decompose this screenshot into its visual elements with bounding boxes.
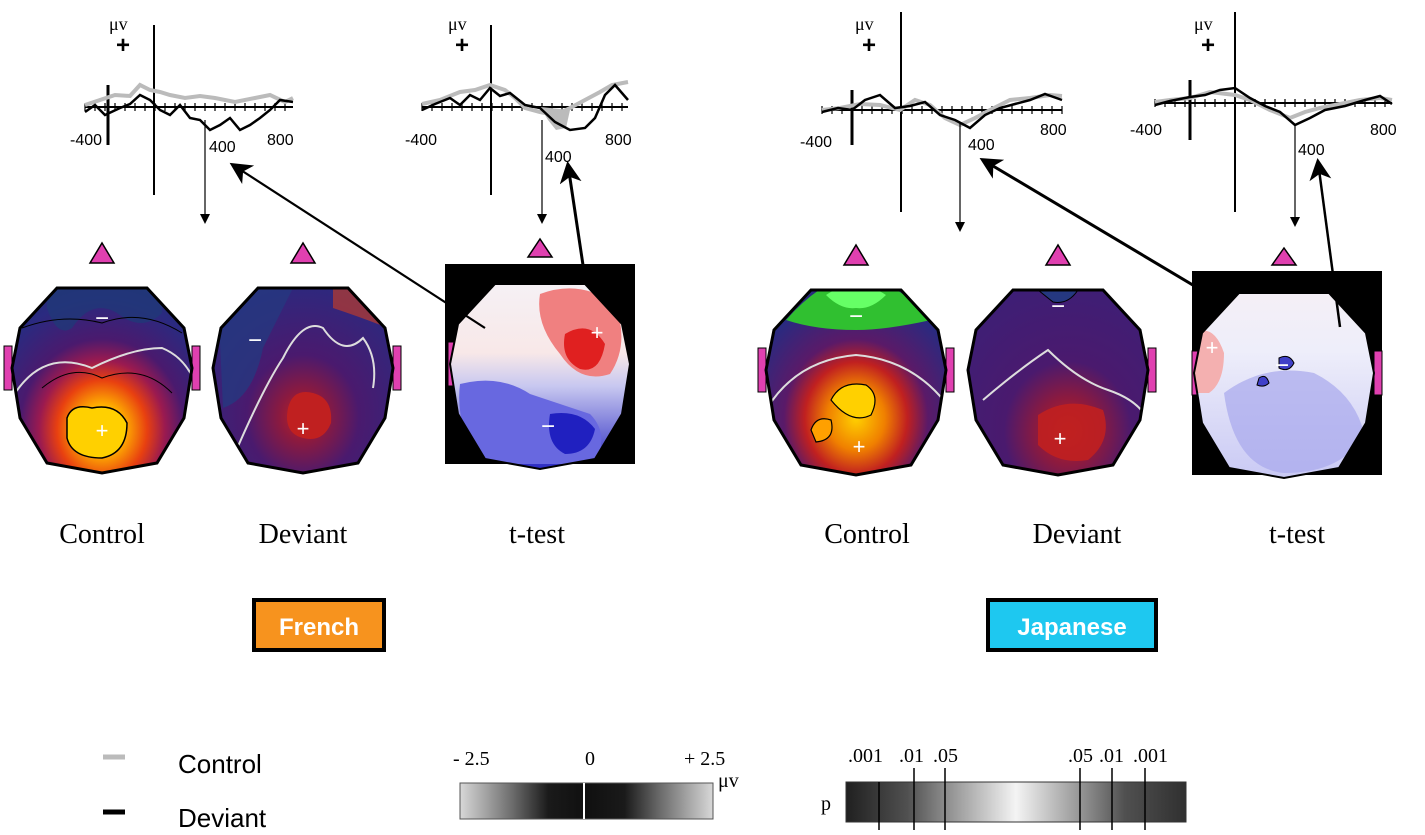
nose-marker: [526, 237, 554, 258]
minus-marker: −: [541, 413, 555, 440]
erp-unit: μv: [855, 14, 874, 34]
topo-map-japanese-ttest: + −: [1191, 246, 1383, 480]
map-label-french-control: Control: [59, 519, 145, 550]
minus-marker: −: [849, 303, 863, 330]
nose-marker: [842, 243, 870, 266]
nose-marker: [1270, 246, 1298, 266]
erp-plot-french-2: μv + -400 400 800: [405, 14, 632, 224]
minus-marker: −: [95, 305, 109, 332]
map-label-japanese-ttest: t-test: [1269, 519, 1325, 550]
tick-neg400: -400: [70, 132, 102, 149]
p-label: .001: [848, 745, 883, 767]
tick-neg400: -400: [800, 134, 832, 151]
plus-marker: +: [591, 320, 604, 345]
nose-marker: [289, 241, 317, 264]
voltage-zero-label: 0: [585, 748, 595, 770]
erp-unit: μv: [1194, 14, 1213, 34]
p-prefix: p: [821, 793, 831, 815]
erp-polarity: +: [862, 32, 876, 59]
p-label: .01: [1099, 745, 1124, 767]
deviant-trace: [1154, 86, 1393, 127]
p-value-scale: p .001 .01 .05 .05 .01 .001: [821, 745, 1187, 830]
erp-plot-japanese-2: μv + -400 400 800: [1130, 12, 1397, 227]
tick-neg400: -400: [1130, 122, 1162, 139]
voltage-scale: - 2.5 0 + 2.5 μv: [453, 748, 739, 820]
map-label-japanese-control: Control: [824, 519, 910, 550]
tick-400: 400: [209, 139, 236, 156]
p-label: .01: [899, 745, 924, 767]
p-label: .05: [1068, 745, 1093, 767]
arrow-french-ttest-to-erp: [559, 161, 585, 266]
nose-marker: [88, 241, 116, 264]
group-badge-japanese: Japanese: [986, 598, 1158, 652]
deviant-trace: [421, 83, 629, 132]
arrow-japanese-deviant-to-erp: [979, 157, 1219, 302]
voltage-max-label: + 2.5: [684, 748, 725, 770]
arrow-japanese-ttest-to-erp: [1309, 158, 1342, 328]
map-label-japanese-deviant: Deviant: [1033, 519, 1122, 550]
nose-marker: [1044, 243, 1072, 266]
svg-text:Japanese: Japanese: [1017, 614, 1126, 641]
topo-map-french-ttest: + −: [445, 237, 635, 471]
tick-800: 800: [1370, 122, 1397, 139]
plus-marker: +: [1054, 426, 1067, 451]
p-label: .001: [1133, 745, 1168, 767]
map-label-french-ttest: t-test: [509, 519, 565, 550]
control-trace: [421, 80, 629, 118]
minus-marker: −: [1051, 293, 1065, 320]
erp-polarity: +: [116, 32, 130, 59]
topo-map-japanese-control: − +: [757, 243, 955, 477]
control-trace: [84, 82, 294, 107]
voltage-unit: μv: [718, 770, 739, 792]
tick-800: 800: [1040, 122, 1067, 139]
minus-marker: −: [248, 327, 262, 354]
control-trace: [821, 92, 1063, 128]
arrow-french-deviant-to-erp: [229, 162, 486, 329]
erp-unit: μv: [448, 14, 467, 34]
group-badge-french: French: [252, 598, 386, 652]
tick-400: 400: [1298, 142, 1325, 159]
svg-text:French: French: [279, 614, 359, 641]
plus-marker: +: [297, 416, 310, 441]
erp-unit: μv: [109, 14, 128, 34]
voltage-min-label: - 2.5: [453, 748, 490, 770]
erp-plot-french-1: μv + -400 400 800: [70, 14, 294, 224]
topo-map-french-control: − +: [3, 241, 201, 475]
plus-marker: +: [1206, 335, 1219, 360]
legend-control-label: Control: [178, 749, 262, 779]
erp-polarity: +: [1201, 32, 1215, 59]
map-label-french-deviant: Deviant: [259, 519, 348, 550]
tick-400: 400: [545, 149, 572, 166]
p-colorbar: [845, 781, 1187, 823]
erp-polarity: +: [455, 32, 469, 59]
minus-marker: −: [1275, 352, 1289, 379]
tick-800: 800: [605, 132, 632, 149]
topo-map-french-deviant: − +: [211, 241, 402, 475]
tick-800: 800: [267, 132, 294, 149]
deviant-trace: [821, 92, 1063, 130]
tick-neg400: -400: [405, 132, 437, 149]
p-label: .05: [933, 745, 958, 767]
plus-marker: +: [96, 418, 109, 443]
legend-deviant-label: Deviant: [178, 803, 267, 833]
ear-right: [1373, 350, 1383, 396]
deviant-trace: [84, 93, 294, 132]
plus-marker: +: [853, 434, 866, 459]
voltage-colorbar: [459, 782, 714, 820]
erp-plot-japanese-1: μv + -400 400 800: [800, 12, 1067, 232]
tick-400: 400: [968, 137, 995, 154]
topo-map-japanese-deviant: − +: [966, 243, 1157, 477]
legend: Control Deviant: [103, 749, 267, 833]
